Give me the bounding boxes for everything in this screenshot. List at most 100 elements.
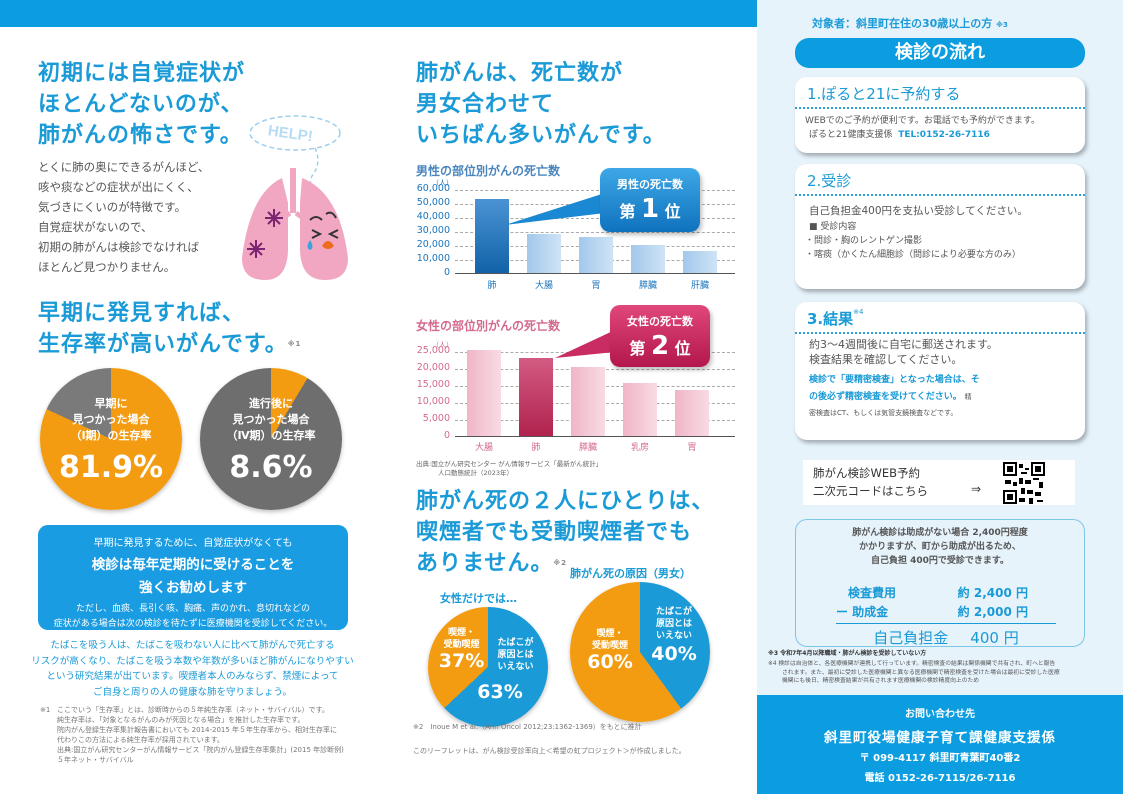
footnote-line: ここでいう「生存率」とは、診断時からの５年純生存率（ネット・サバイバル）です。 <box>57 706 329 714</box>
x-label: 大腸 <box>534 281 553 291</box>
step1-card: 1.ぽると21に予約する WEBでのご予約が便利です。お電話でも予約ができます。… <box>795 77 1085 153</box>
all-other-value: 40% <box>651 643 697 665</box>
y-tick: 50,000 <box>416 197 450 208</box>
cost-line: かかりますが、町から助成が出るため、 <box>859 542 1021 552</box>
pie-label-line: たばこが <box>497 638 534 648</box>
footnote-line: 出典:国立がん研究センターがん情報サービス「院内がん登録生存率集計」(2015 … <box>57 746 344 754</box>
x-label: 大腸 <box>474 443 493 453</box>
step1-org: ぽると21健康支援係 <box>809 130 893 140</box>
pie-label-line: （Ⅰ期）の生存率 <box>70 429 152 442</box>
callout-suffix: 位 <box>674 339 691 358</box>
rec-line: ただし、血痰、長引く咳、胸痛、声のかれ、息切れなどの <box>75 604 311 614</box>
web-booking-qr-box[interactable]: 肺がん検診WEB予約 二次元コードはこちら ⇒ <box>803 460 1075 505</box>
pie-label-line: 原因とは <box>497 650 534 660</box>
pie-label-line: （Ⅳ期）の生存率 <box>226 429 316 442</box>
women-other-value: 63% <box>477 681 523 703</box>
step2-item: ・問診・胸のレントゲン撮影 <box>805 236 923 246</box>
body-line: 咳や痰などの症状が出にくく、 <box>38 180 199 194</box>
pie-label-line: 進行後に <box>249 397 293 410</box>
bar-colon <box>527 234 561 273</box>
contact-phone[interactable]: 電話 0152-26-7115/26-7116 <box>864 773 1016 784</box>
footnote-line: 代わりこの方法による純生存率が採用されています。 <box>57 736 224 744</box>
pie-early-value: 81.9% <box>58 450 164 485</box>
flow-title-banner: 検診の流れ <box>795 38 1085 68</box>
x-label: 膵臓 <box>638 281 657 291</box>
qr-line: 二次元コードはこちら <box>813 484 928 498</box>
qr-text: 肺がん検診WEB予約 二次元コードはこちら <box>813 464 928 500</box>
smoking-line: ご自身と周りの人の健康な肺を守りましょう。 <box>93 686 292 698</box>
gridline <box>455 218 735 219</box>
footnote-line: 機関にも後日、精密検査結果が共有されます医療機関の検診精度向上のため <box>782 678 980 684</box>
footnote-4: ※4 検診は自治体と、各医療機関が連携して行っています。精密検査の結果は関係機関… <box>768 660 1118 686</box>
footnote-1: ※1 ここでいう「生存率」とは、診断時からの５年純生存率（ネット・サバイバル）で… <box>40 705 344 765</box>
headline-line: ありません。 <box>416 551 554 576</box>
y-tick: 10,000 <box>416 396 450 407</box>
pie-late-value: 8.6% <box>229 450 313 485</box>
headline-survival: 早期に発見すれば、 生存率が高いがんです。※1 <box>38 298 301 360</box>
pie-label-line: 喫煙・ <box>596 629 624 639</box>
footnote-mark: ※1 <box>40 706 51 714</box>
contact-info: お問い合わせ先 斜里町役場健康子育て課健康支援係 〒 099-4117 斜里町青… <box>757 695 1123 794</box>
y-tick: 60,000 <box>416 183 450 194</box>
female-callout-pointer <box>555 330 615 358</box>
bar-lung <box>475 199 509 273</box>
dotted-divider <box>795 194 1085 196</box>
headline-line: 初期には自覚症状が <box>38 61 246 86</box>
qr-code-icon[interactable] <box>1003 462 1045 504</box>
headline-line: 肺がんの怖さです。 <box>38 123 243 148</box>
footnote-ref: ※2 <box>553 559 568 567</box>
body-line: とくに肺の奥にできるがんほど、 <box>38 160 210 174</box>
y-tick: 15,000 <box>416 379 450 390</box>
svg-text:HELP!: HELP! <box>267 122 314 145</box>
y-tick: 20,000 <box>416 239 450 250</box>
body-line: 初期の肺がんは検診でなければ <box>38 240 199 254</box>
headline-line: 男女合わせて <box>416 92 555 117</box>
pie-early-label: 早期に 見つかった場合 （Ⅰ期）の生存率 <box>40 396 182 444</box>
x-label: 胃 <box>687 443 697 453</box>
callout-suffix: 位 <box>664 202 681 221</box>
rec-emphasis: 強くお勧めします <box>139 580 247 596</box>
cost-breakdown-box: 肺がん検診は助成がない場合 2,400円程度 かかりますが、町から助成が出るため… <box>795 519 1085 647</box>
source-line: 出典:国立がん研究センター がん情報サービス「最新がん統計」 <box>416 460 603 468</box>
bar-breast <box>623 383 657 436</box>
dotted-divider <box>795 107 1085 109</box>
bar-stomach <box>579 237 613 273</box>
x-label: 膵臓 <box>578 443 597 453</box>
y-unit: （人） <box>432 341 453 349</box>
dotted-divider <box>795 332 1085 334</box>
pie-label-line: 受動喫煙 <box>591 641 628 651</box>
footnote-line: 純生存率は、「対象となるがんのみが死因となる場合」を推計した生存率です。 <box>57 716 305 724</box>
footnote-line: ※4 検診は自治体と、各医療機関が連携して行っています。精密検査の結果は関係機関… <box>768 661 1056 667</box>
step2-heading: ■ 受診内容 <box>809 222 857 232</box>
step1-phone[interactable]: TEL:0152-26-7116 <box>898 130 990 140</box>
step3-card: 3.結果※4 約3〜4週間後に自宅に郵送されます。 検査結果を確認してください。… <box>795 302 1085 440</box>
callout-title: 男性の死亡数 <box>617 178 683 191</box>
footnote-2: ※2 Inoue M et al.（Ann Oncol 2012;23:1362… <box>413 723 642 731</box>
pie-all-cause: 喫煙・ 受動喫煙 60% たばこが 原因とは いえない 40% <box>570 582 710 722</box>
all-pie-title: 肺がん死の原因（男女） <box>570 567 691 580</box>
women-smoke-label: 喫煙・ 受動喫煙 37% <box>434 627 489 672</box>
x-label: 胃 <box>591 281 601 291</box>
lung-illustration: HELP! <box>230 108 360 288</box>
bar-stomach <box>675 390 709 436</box>
footnote-line: ５年ネット・サバイバル <box>57 756 134 764</box>
total-label: 自己負担金 <box>873 629 949 647</box>
step3-body: 約3〜4週間後に自宅に郵送されます。 検査結果を確認してください。 検診で「要精… <box>795 334 1085 425</box>
pie-label-line: 見つかった場合 <box>72 413 150 426</box>
x-label: 肝臓 <box>690 281 709 291</box>
rec-line: 症状がある場合は次の検診を待たずに医療機関を受診してください。 <box>53 619 333 629</box>
women-smoke-value: 37% <box>438 650 485 672</box>
step2-item: ・喀痰（かくたん細胞診（問診により必要な方のみ） <box>805 250 1021 260</box>
step2-title: 2.受診 <box>807 172 852 190</box>
step3-warning: 検診で「要精密検査」となった場合は、そ <box>809 375 980 385</box>
subsidy-value: 約 2,000 円 <box>957 605 1028 619</box>
arrow-right-icon: ⇒ <box>971 482 982 496</box>
step3-text: 検査結果を確認してください。 <box>809 353 963 366</box>
target-audience: 対象者：斜里町在住の30歳以上の方 ※3 <box>812 15 1008 31</box>
lungs-help-icon: HELP! <box>242 115 348 280</box>
source-line: 人口動態統計（2023年） <box>438 469 514 477</box>
target-text: 対象者：斜里町在住の30歳以上の方 <box>812 17 993 30</box>
bar-colon <box>467 350 501 436</box>
gridline <box>455 232 735 233</box>
smoking-line: リスクが高くなり、たばこを吸う本数や年数が多いほど肺がんになりやすい <box>31 655 354 667</box>
